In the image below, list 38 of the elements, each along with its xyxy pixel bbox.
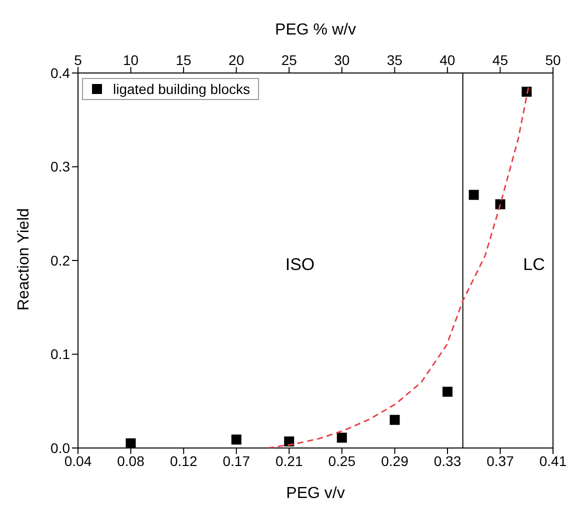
point	[284, 436, 294, 446]
annotation: ISO	[285, 255, 315, 275]
x2-tick-label: 50	[545, 52, 561, 68]
x2-tick-label: 5	[74, 52, 82, 68]
point	[336, 432, 347, 443]
point	[231, 434, 242, 445]
x2-tick-label: 35	[386, 52, 403, 68]
x2-tick-label: 15	[176, 52, 192, 68]
x2-tick-label: 45	[492, 52, 508, 68]
point	[522, 86, 532, 97]
x-tick-label: 0.25	[328, 452, 356, 469]
x2-axis-title: PEG % w/v	[275, 21, 356, 38]
legend-label: ligated building blocks	[113, 81, 250, 97]
point	[468, 190, 479, 200]
y-axis-title: Reaction Yield	[16, 208, 33, 310]
point	[495, 199, 506, 210]
x-tick-label: 0.29	[381, 452, 409, 469]
annotation: LC	[523, 255, 545, 275]
x2-tick-label: 25	[281, 52, 298, 68]
x-tick-label: 0.33	[434, 452, 462, 469]
x-tick-label: 0.21	[276, 452, 303, 469]
x2-tick-label: 10	[122, 52, 139, 68]
y-tick-label: 0.3	[50, 158, 70, 175]
y-tick-label: 0.4	[50, 64, 70, 81]
point	[390, 414, 400, 425]
x-tick-label: 0.17	[222, 452, 250, 469]
x-tick-label: 0.12	[170, 452, 198, 469]
x2-tick-label: 40	[440, 52, 456, 68]
y-tick-label: 0.1	[50, 346, 70, 362]
x2-tick-label: 20	[228, 52, 244, 68]
point	[442, 386, 452, 397]
x2-tick-label: 30	[334, 52, 350, 68]
x-tick-label: 0.37	[486, 452, 514, 469]
point	[126, 438, 136, 448]
y-tick-label: 0.2	[50, 252, 70, 268]
x-axis-title: PEG v/v	[286, 485, 345, 502]
x-tick-label: 0.41	[539, 452, 567, 469]
x-tick-label: 0.08	[117, 452, 145, 469]
